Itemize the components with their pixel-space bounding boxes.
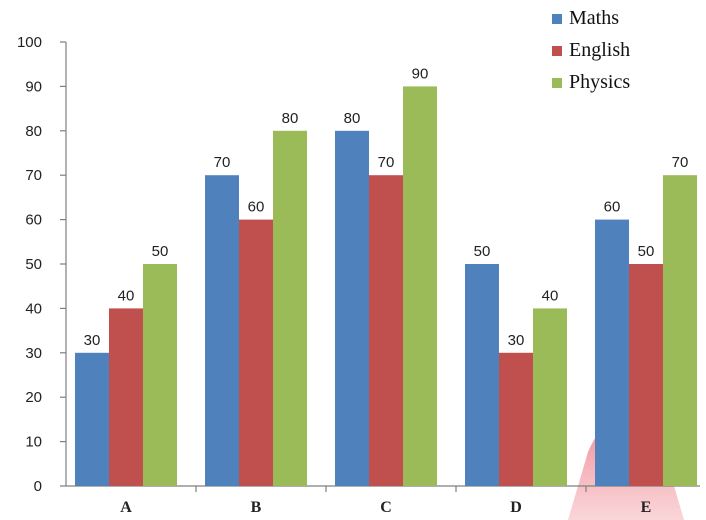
y-tick-label: 80 (25, 123, 42, 140)
bar-physics-a (143, 264, 177, 486)
legend-label-maths: Maths (569, 7, 619, 29)
y-tick-label: 60 (25, 212, 42, 229)
data-label-maths-e: 60 (604, 199, 621, 216)
bar-maths-a (75, 352, 109, 486)
data-label-english-c: 70 (378, 154, 395, 171)
y-tick-label: 0 (34, 478, 42, 495)
bar-english-d (499, 352, 533, 486)
y-tick-label: 90 (25, 78, 42, 95)
data-label-english-a: 40 (118, 287, 135, 304)
bars (75, 86, 697, 487)
data-label-maths-d: 50 (474, 243, 491, 260)
bar-physics-b (273, 130, 307, 487)
bar-maths-e (595, 219, 629, 486)
y-tick-label: 20 (25, 389, 42, 406)
bar-maths-c (335, 130, 369, 487)
bar-physics-c (403, 86, 437, 487)
x-category-label: A (120, 499, 132, 516)
data-label-english-d: 30 (508, 332, 525, 349)
legend-swatch-maths (552, 14, 562, 24)
data-label-maths-b: 70 (214, 154, 231, 171)
bar-maths-b (205, 175, 239, 486)
y-tick-label: 70 (25, 167, 42, 184)
bar-english-e (629, 264, 663, 486)
bar-physics-e (663, 175, 697, 486)
x-category-label: E (641, 499, 652, 516)
data-label-maths-c: 80 (344, 110, 361, 127)
y-tick-label: 50 (25, 256, 42, 273)
legend: Maths English Physics (552, 7, 630, 93)
data-labels: 30 70 80 50 60 40 60 70 30 50 50 80 90 40 70 (84, 65, 689, 348)
x-category-label: D (510, 499, 522, 516)
legend-label-english: English (569, 39, 630, 61)
x-category-label: C (380, 499, 392, 516)
bar-maths-d (465, 264, 499, 486)
bar-english-a (109, 308, 143, 486)
legend-label-physics: Physics (569, 71, 630, 93)
x-category-label: B (251, 499, 262, 516)
data-label-physics-c: 90 (412, 65, 429, 82)
data-label-english-e: 50 (638, 243, 655, 260)
legend-swatch-english (552, 46, 562, 56)
bar-english-b (239, 219, 273, 486)
y-tick-label: 10 (25, 434, 42, 451)
bar-physics-d (533, 308, 567, 486)
y-tick-label: 30 (25, 345, 42, 362)
data-label-maths-a: 30 (84, 332, 101, 349)
data-label-physics-b: 80 (282, 110, 299, 127)
y-tick-label: 100 (17, 34, 42, 51)
data-label-physics-a: 50 (152, 243, 169, 260)
legend-swatch-physics (552, 78, 562, 88)
data-label-physics-e: 70 (672, 154, 689, 171)
bar-english-c (369, 175, 403, 486)
y-tick-label: 40 (25, 300, 42, 317)
data-label-physics-d: 40 (542, 287, 559, 304)
data-label-english-b: 60 (248, 199, 265, 216)
